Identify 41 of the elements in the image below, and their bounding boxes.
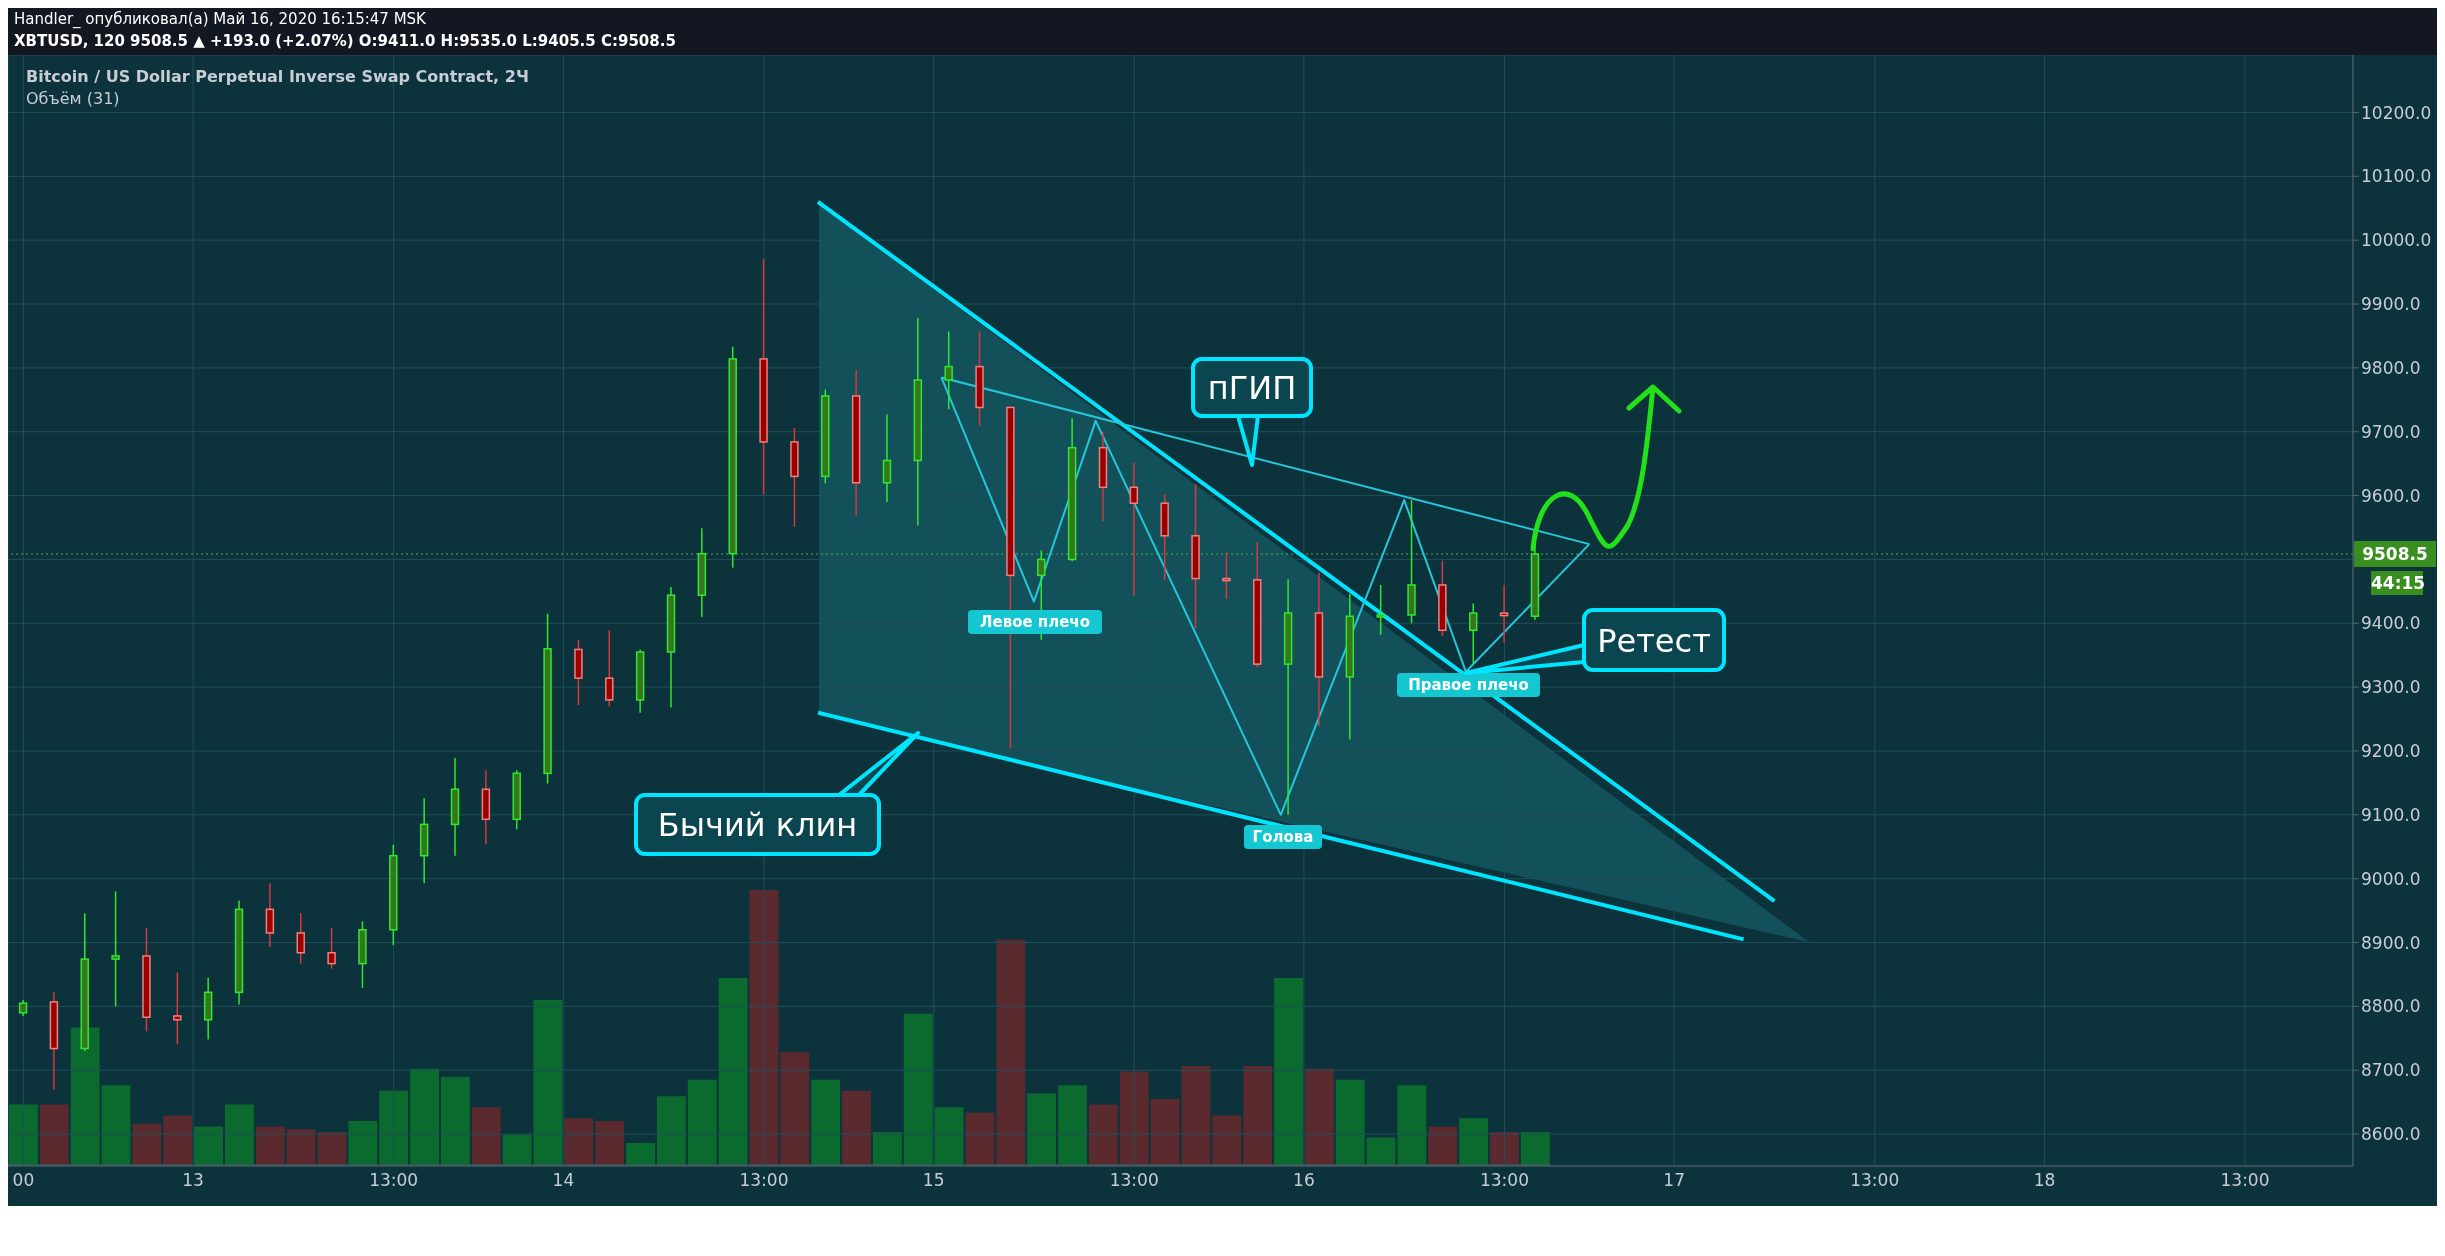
x-tick-label: 16	[1293, 1170, 1315, 1191]
y-tick-label: 10200.0	[2361, 102, 2432, 123]
x-tick-label: 17	[1663, 1170, 1685, 1191]
annotation: Бычий клин	[657, 806, 858, 845]
x-tick-label: 14	[552, 1170, 575, 1191]
y-tick-label: 10100.0	[2361, 166, 2432, 187]
text: Объём (31)	[26, 89, 121, 108]
y-tick-label: 8800.0	[2361, 996, 2421, 1017]
y-tick-label: 9000.0	[2361, 868, 2421, 889]
y-tick-label: 9300.0	[2361, 677, 2421, 698]
y-tick-label: 9100.0	[2361, 804, 2421, 825]
ref-line-label: 9508.5	[2362, 543, 2428, 564]
y-tick-label: 9600.0	[2361, 485, 2421, 506]
y-tick-label: 8600.0	[2361, 1124, 2421, 1145]
y-tick-label: 9800.0	[2361, 357, 2421, 378]
annotation: Голова	[1252, 828, 1314, 846]
text: XBTUSD, 120 9508.5 ▲ +193.0 (+2.07%) O:9411.0 H:9535.0 L:9405.5 C:9508.5	[14, 31, 677, 52]
text: Bitcoin / US Dollar Perpetual Inverse Swap Contract, 2Ч	[26, 67, 529, 86]
y-tick-label: 9900.0	[2361, 294, 2421, 315]
x-tick-label: 13:00	[739, 1170, 789, 1191]
text: 44:15	[2371, 571, 2426, 595]
annotation: Левое плечо	[980, 613, 1090, 631]
annotation: Правое плечо	[1408, 676, 1529, 694]
y-tick-label: 8700.0	[2361, 1060, 2421, 1081]
y-tick-label: 10000.0	[2361, 230, 2432, 251]
y-tick-label: 9700.0	[2361, 421, 2421, 442]
text: Handler_ опубликовал(а) Май 16, 2020 16:15:47 MSK	[14, 9, 427, 30]
x-tick-label: 13:00	[369, 1170, 419, 1191]
x-tick-label: 13	[182, 1170, 204, 1191]
annotation: пГИП	[1207, 369, 1297, 408]
x-tick-label: 18	[2033, 1170, 2056, 1191]
x-tick-label: 00	[12, 1170, 35, 1191]
x-tick-label: 13:00	[1479, 1170, 1529, 1191]
x-tick-label: 13:00	[1850, 1170, 1900, 1191]
x-tick-label: 13:00	[1109, 1170, 1159, 1191]
annotation: Ретест	[1597, 621, 1711, 660]
x-tick-label: 15	[922, 1170, 945, 1191]
x-tick-label: 13:00	[2220, 1170, 2270, 1191]
y-tick-label: 9400.0	[2361, 613, 2421, 634]
y-tick-label: 8900.0	[2361, 932, 2421, 953]
y-tick-label: 9200.0	[2361, 741, 2421, 762]
